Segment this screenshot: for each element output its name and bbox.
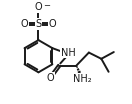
Text: NH₂: NH₂ <box>73 74 91 84</box>
Text: O: O <box>49 19 56 29</box>
Text: O: O <box>21 19 28 29</box>
Text: NH: NH <box>61 48 76 58</box>
Text: O: O <box>47 72 54 82</box>
Text: O: O <box>35 2 42 12</box>
Text: −: − <box>43 1 50 10</box>
Text: S: S <box>35 19 42 29</box>
